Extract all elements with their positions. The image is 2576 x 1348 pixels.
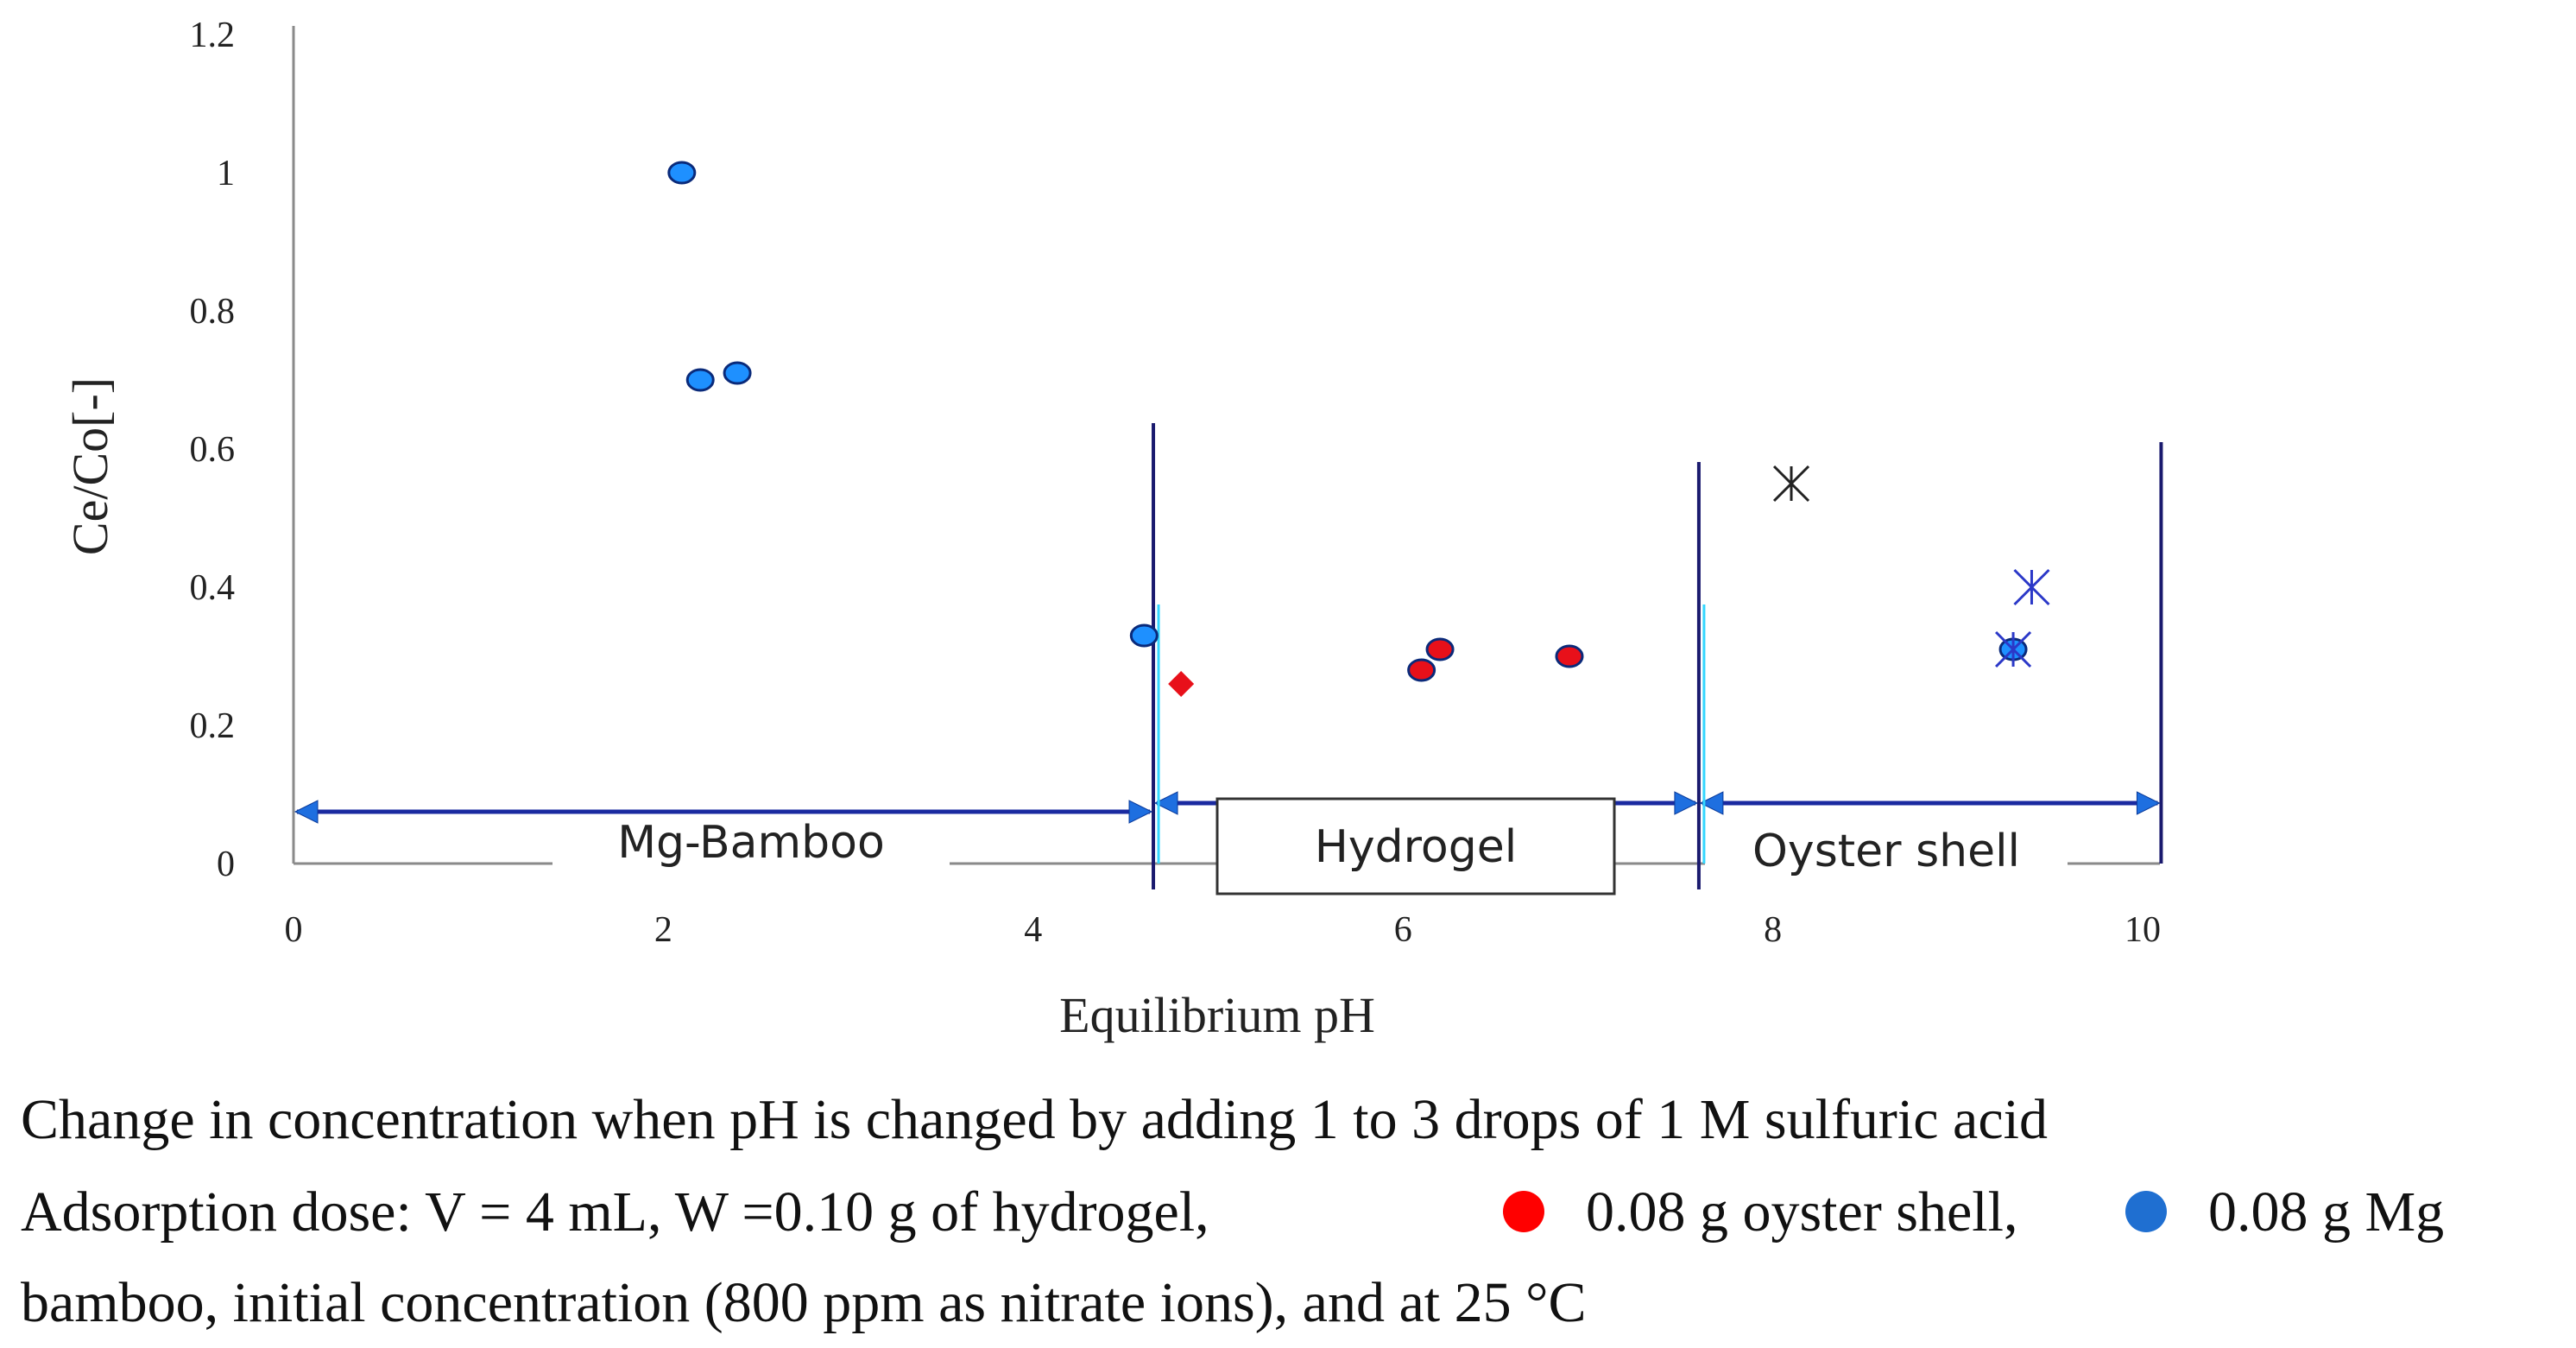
arrow-head	[294, 800, 319, 824]
data-point	[1129, 623, 1159, 648]
data-point	[685, 368, 715, 392]
caption-line-3: bamboo, initial concentration (800 ppm a…	[21, 1271, 1587, 1334]
x-tick-label: 4	[1024, 910, 1042, 950]
x-tick-label: 8	[1764, 910, 1782, 950]
caption-line-2c: 0.08 g Mg	[2208, 1180, 2444, 1244]
y-tick-label: 1	[217, 154, 235, 193]
y-tick-label: 0.4	[190, 568, 236, 608]
region-label-box	[1215, 797, 1616, 896]
y-tick-label: 0.2	[190, 706, 236, 746]
arrow-head	[2136, 791, 2161, 815]
data-point	[1425, 637, 1455, 661]
y-tick-label: 1.2	[190, 16, 236, 55]
data-point	[723, 361, 752, 385]
data-point	[1994, 630, 2032, 668]
arrow-head	[1153, 791, 1178, 815]
y-tick-label: 0.6	[190, 430, 236, 470]
region-label-box	[552, 816, 950, 868]
x-tick-label: 10	[2125, 910, 2161, 950]
red-dot-legend-icon	[1503, 1191, 1544, 1232]
figure-caption: Change in concentration when pH is chang…	[21, 1088, 2444, 1334]
data-points	[667, 161, 2050, 697]
arrow-head	[1674, 791, 1699, 815]
data-point	[1168, 671, 1195, 697]
data-point	[1407, 658, 1436, 682]
region-label: Mg-Bamboo	[617, 817, 885, 869]
y-tick-label: 0.8	[190, 292, 236, 332]
tick-labels: 0 2 4 6 8 10 0 0.2 0.4 0.6 0.8 1 1.2	[190, 16, 2162, 950]
data-point	[2013, 568, 2050, 606]
x-tick-label: 6	[1394, 910, 1412, 950]
region-label: Hydrogel	[1315, 821, 1517, 873]
arrow-head	[1128, 800, 1153, 824]
blue-dot-legend-icon	[2125, 1191, 2167, 1232]
x-tick-label: 2	[654, 910, 672, 950]
y-tick-label: 0	[217, 845, 235, 884]
caption-line-2b: 0.08 g oyster shell,	[1586, 1180, 2017, 1244]
data-point	[1555, 644, 1584, 668]
caption-line-1: Change in concentration when pH is chang…	[21, 1088, 2048, 1151]
x-tick-label: 0	[285, 910, 303, 950]
plot-area: Mg-Bamboo Hydrogel Oyster shell 0 2 4 6 8 10 0 0.…	[62, 16, 2163, 1043]
arrow-head	[1699, 791, 1724, 815]
data-point	[1772, 465, 1810, 503]
region-label-box	[1705, 829, 2068, 872]
axes	[292, 26, 2160, 865]
region-annotations: Mg-Bamboo Hydrogel Oyster shell	[294, 423, 2163, 896]
region-label: Oyster shell	[1752, 826, 2020, 877]
caption-line-2a: Adsorption dose: V = 4 mL, W =0.10 g of …	[21, 1180, 1209, 1244]
x-axis-title: Equilibrium pH	[1059, 987, 1375, 1043]
y-axis-title: Ce/Co[-]	[62, 377, 118, 555]
data-point	[667, 161, 697, 185]
